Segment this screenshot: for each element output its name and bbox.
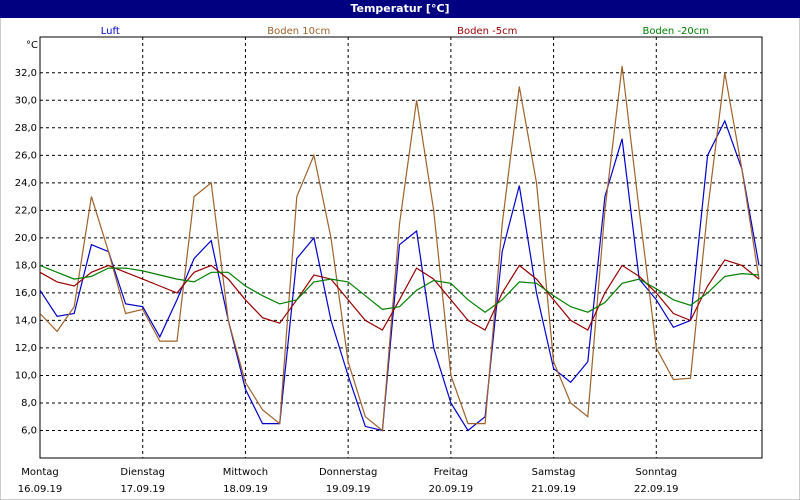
series-line <box>39 264 760 313</box>
x-tick-label: Donnerstag <box>319 467 377 478</box>
x-tick-date: 17.09.19 <box>120 484 165 495</box>
x-tick-date: 16.09.19 <box>18 484 63 495</box>
x-tick-date: 22.09.19 <box>634 484 679 495</box>
x-tick-label: Dienstag <box>120 467 165 478</box>
y-tick-label: 22,0 <box>15 205 37 216</box>
x-tick-label: Montag <box>21 467 58 478</box>
x-tick-label: Freitag <box>434 467 468 478</box>
series-line <box>39 65 760 432</box>
legend-label: Boden -5cm <box>457 26 517 37</box>
y-tick-label: 18,0 <box>15 260 37 271</box>
x-tick-label: Samstag <box>532 467 576 478</box>
y-tick-label: 10,0 <box>15 370 37 381</box>
y-tick-label: 16,0 <box>15 288 37 299</box>
legend-label: Boden -20cm <box>642 26 709 37</box>
y-tick-label: 24,0 <box>15 178 37 189</box>
legend-label: Boden 10cm <box>267 26 330 37</box>
y-tick-label: 20,0 <box>15 233 37 244</box>
x-tick-date: 21.09.19 <box>531 484 576 495</box>
y-tick-label: 30,0 <box>15 95 37 106</box>
legend-label: Luft <box>101 26 120 37</box>
x-tick-date: 19.09.19 <box>326 484 371 495</box>
y-tick-label: 28,0 <box>15 123 37 134</box>
x-tick-date: 20.09.19 <box>429 484 474 495</box>
title-bar <box>0 0 800 18</box>
y-tick-label: 14,0 <box>15 315 37 326</box>
series-line <box>39 259 760 331</box>
chart-title: Temperatur [°C] <box>350 2 449 15</box>
y-unit: °C <box>26 40 38 51</box>
x-tick-label: Sonntag <box>636 467 678 478</box>
x-tick-label: Mittwoch <box>223 467 268 478</box>
plot-area <box>40 37 762 458</box>
plot-frame <box>39 36 763 459</box>
y-tick-label: 8,0 <box>21 398 37 409</box>
x-tick-date: 18.09.19 <box>223 484 268 495</box>
y-tick-label: 26,0 <box>15 150 37 161</box>
y-tick-label: 12,0 <box>15 343 37 354</box>
y-tick-label: 6,0 <box>21 425 37 436</box>
y-tick-label: 32,0 <box>15 68 37 79</box>
